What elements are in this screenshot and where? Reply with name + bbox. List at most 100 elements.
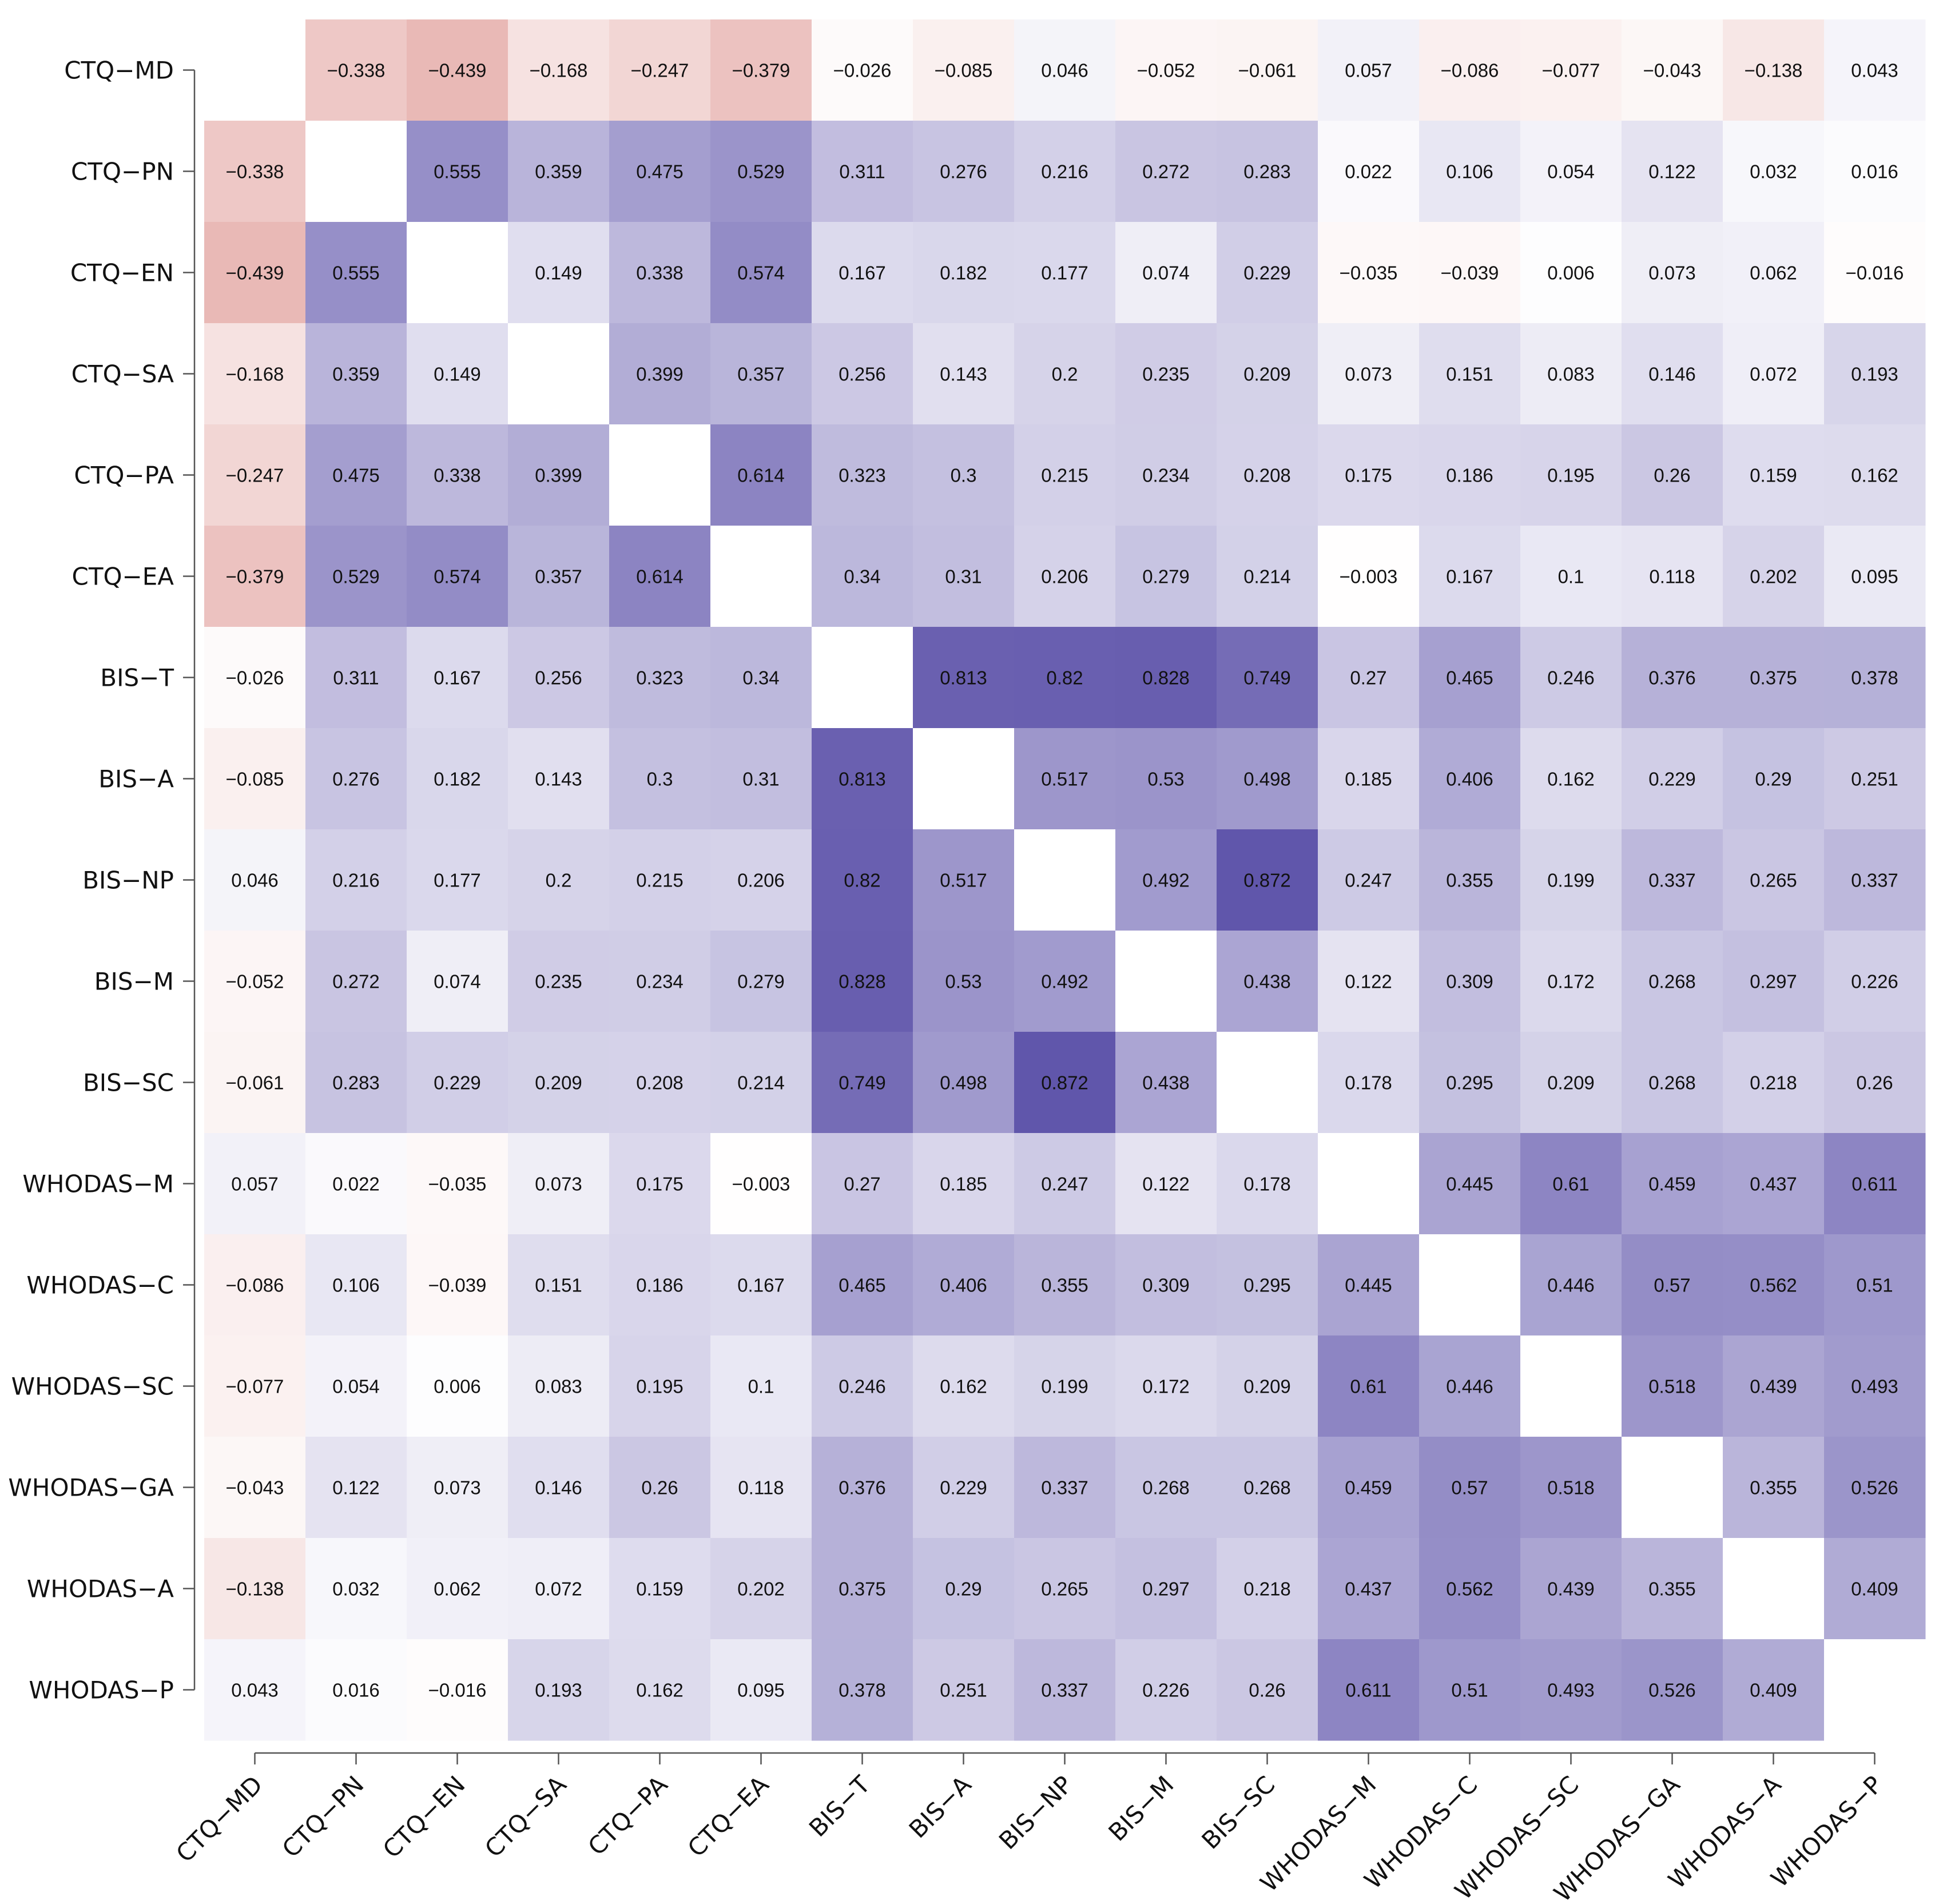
heatmap-cell-13-6 — [812, 1335, 913, 1437]
heatmap-cell-15-1 — [305, 1538, 407, 1640]
heatmap-cell-1-11 — [1318, 121, 1420, 222]
cell-value-15-10: 0.218 — [1243, 1579, 1291, 1600]
heatmap-cell-15-15 — [1723, 1538, 1825, 1640]
cell-value-16-11: 0.611 — [1345, 1680, 1391, 1701]
heatmap-cell-4-6 — [812, 424, 913, 526]
heatmap-cell-14-10 — [1217, 1437, 1318, 1539]
cell-value-0-1: −0.338 — [327, 60, 386, 81]
heatmap-cell-12-2 — [407, 1234, 508, 1336]
heatmap-cell-5-15 — [1723, 526, 1825, 627]
heatmap-cell-0-2 — [407, 19, 508, 121]
cell-value-2-8: 0.177 — [1041, 263, 1088, 284]
heatmap-cell-1-10 — [1217, 121, 1318, 222]
cell-value-5-6: 0.34 — [844, 566, 880, 587]
heatmap-cell-3-4 — [609, 323, 711, 425]
heatmap-cell-6-3 — [508, 627, 610, 729]
cell-value-6-9: 0.828 — [1142, 667, 1190, 689]
cell-value-2-7: 0.182 — [940, 263, 987, 284]
cell-value-4-10: 0.208 — [1243, 465, 1291, 486]
heatmap-cell-16-7 — [913, 1639, 1015, 1741]
cell-value-13-8: 0.199 — [1041, 1376, 1088, 1397]
cell-value-16-10: 0.26 — [1249, 1680, 1285, 1701]
cell-value-2-1: 0.555 — [332, 263, 380, 284]
heatmap-cell-15-5 — [710, 1538, 812, 1640]
heatmap-cell-4-7 — [913, 424, 1015, 526]
cell-value-5-11: −0.003 — [1340, 566, 1398, 587]
heatmap-cell-12-7 — [913, 1234, 1015, 1336]
cell-value-12-9: 0.309 — [1142, 1275, 1190, 1296]
cell-value-11-12: 0.445 — [1446, 1174, 1493, 1195]
cell-value-15-6: 0.375 — [839, 1579, 886, 1600]
cell-value-6-10: 0.749 — [1243, 667, 1291, 689]
cell-value-7-3: 0.143 — [535, 769, 582, 790]
cell-value-16-6: 0.378 — [839, 1680, 886, 1701]
cell-value-14-3: 0.146 — [535, 1477, 582, 1498]
cell-value-10-2: 0.229 — [434, 1072, 481, 1094]
heatmap-cell-13-11 — [1318, 1335, 1420, 1437]
cell-value-4-7: 0.3 — [951, 465, 977, 486]
cell-value-4-11: 0.175 — [1345, 465, 1392, 486]
heatmap-cell-13-10 — [1217, 1335, 1318, 1437]
cell-value-16-1: 0.016 — [332, 1680, 380, 1701]
cell-value-9-13: 0.172 — [1547, 971, 1595, 992]
cell-value-0-6: −0.026 — [833, 60, 892, 81]
cell-value-13-5: 0.1 — [748, 1376, 774, 1397]
heatmap-cell-1-12 — [1419, 121, 1521, 222]
heatmap-cell-8-12 — [1419, 829, 1521, 931]
cell-value-6-3: 0.256 — [535, 667, 582, 689]
heatmap-cell-1-3 — [508, 121, 610, 222]
cell-value-0-3: −0.168 — [530, 60, 588, 81]
cell-value-8-14: 0.337 — [1648, 870, 1696, 891]
cell-value-11-10: 0.178 — [1243, 1174, 1291, 1195]
cell-value-7-11: 0.185 — [1345, 769, 1392, 790]
cell-value-5-9: 0.279 — [1142, 566, 1190, 587]
heatmap-cell-9-14 — [1622, 931, 1723, 1032]
cell-value-14-12: 0.57 — [1451, 1477, 1488, 1498]
cell-value-7-16: 0.251 — [1851, 769, 1898, 790]
cell-value-15-0: −0.138 — [226, 1579, 284, 1600]
heatmap-cell-3-5 — [710, 323, 812, 425]
cell-value-0-13: −0.077 — [1542, 60, 1600, 81]
heatmap-cell-9-2 — [407, 931, 508, 1032]
heatmap-cell-8-7 — [913, 829, 1015, 931]
cell-value-10-3: 0.209 — [535, 1072, 582, 1094]
heatmap-cell-3-0 — [204, 323, 306, 425]
cell-value-4-1: 0.475 — [332, 465, 380, 486]
cell-value-1-3: 0.359 — [535, 161, 582, 182]
cell-value-1-15: 0.032 — [1750, 161, 1797, 182]
cell-value-5-7: 0.31 — [945, 566, 982, 587]
heatmap-cell-15-0 — [204, 1538, 306, 1640]
cell-value-8-3: 0.2 — [546, 870, 572, 891]
cell-value-12-10: 0.295 — [1243, 1275, 1291, 1296]
cell-value-11-0: 0.057 — [231, 1174, 279, 1195]
heatmap-cell-16-8 — [1014, 1639, 1116, 1741]
heatmap-cell-6-4 — [609, 627, 711, 729]
heatmap-cells — [204, 19, 1926, 1741]
cell-value-4-3: 0.399 — [535, 465, 582, 486]
cell-value-15-4: 0.159 — [636, 1579, 684, 1600]
cell-value-2-12: −0.039 — [1441, 263, 1499, 284]
heatmap-cell-14-0 — [204, 1437, 306, 1539]
cell-value-7-5: 0.31 — [742, 769, 779, 790]
y-tick-label-3: CTQ−SA — [71, 360, 174, 388]
heatmap-cell-11-6 — [812, 1133, 913, 1235]
y-tick-label-5: CTQ−EA — [72, 563, 174, 591]
heatmap-cell-6-1 — [305, 627, 407, 729]
cell-value-14-8: 0.337 — [1041, 1477, 1088, 1498]
heatmap-cell-7-0 — [204, 728, 306, 830]
heatmap-cell-13-3 — [508, 1335, 610, 1437]
cell-value-5-16: 0.095 — [1851, 566, 1898, 587]
cell-value-0-9: −0.052 — [1137, 60, 1195, 81]
heatmap-cell-8-11 — [1318, 829, 1420, 931]
cell-value-9-6: 0.828 — [839, 971, 886, 992]
cell-value-13-15: 0.439 — [1750, 1376, 1797, 1397]
cell-value-12-3: 0.151 — [535, 1275, 582, 1296]
heatmap-cell-11-10 — [1217, 1133, 1318, 1235]
cell-value-9-12: 0.309 — [1446, 971, 1493, 992]
heatmap-cell-3-14 — [1622, 323, 1723, 425]
heatmap-cell-3-3 — [508, 323, 610, 425]
heatmap-cell-2-15 — [1723, 222, 1825, 324]
cell-value-15-9: 0.297 — [1142, 1579, 1190, 1600]
y-tick-label-11: WHODAS−M — [22, 1170, 174, 1198]
heatmap-cell-3-1 — [305, 323, 407, 425]
